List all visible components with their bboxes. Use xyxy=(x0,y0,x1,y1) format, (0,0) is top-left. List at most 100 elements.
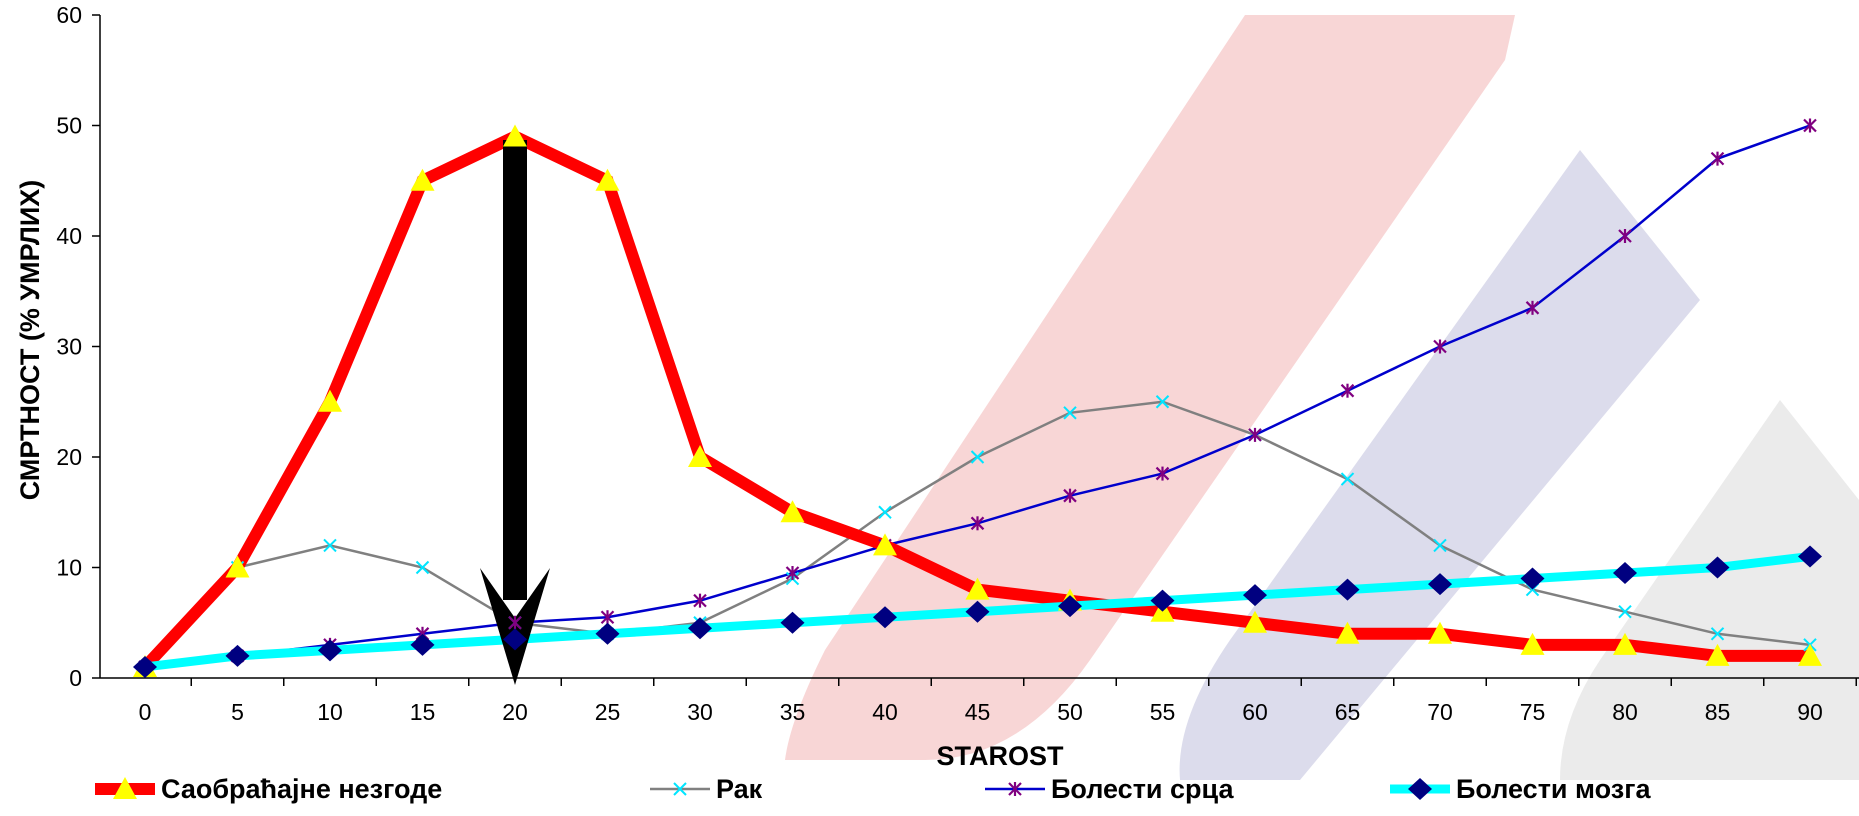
data-point-s4 xyxy=(1058,595,1082,618)
data-point-s1 xyxy=(595,168,620,191)
x-tick-label: 45 xyxy=(965,699,991,725)
data-point-s1 xyxy=(1705,643,1730,666)
data-point-s1 xyxy=(410,168,435,191)
data-point-s3 xyxy=(1618,229,1632,243)
data-point-s1 xyxy=(873,533,897,556)
legend-marker xyxy=(113,777,137,799)
legend-item-1: Саобраћајне незгоде xyxy=(95,774,442,804)
data-point-s1 xyxy=(1428,621,1452,644)
data-point-s4 xyxy=(410,633,435,656)
x-tick-label: 0 xyxy=(139,699,152,725)
axes: 0 10 20 30 40 50 60 0 5 10 15 20 25 30 35 40 45 50 55 60 65 7… xyxy=(56,2,1859,725)
data-point-s4 xyxy=(225,644,250,667)
data-point-s4 xyxy=(1243,584,1267,607)
data-point-s1 xyxy=(503,124,527,147)
data-point-s1 xyxy=(780,500,805,523)
data-point-s4 xyxy=(1798,545,1822,568)
data-point-s4 xyxy=(1428,573,1452,596)
data-point-s2 xyxy=(1433,538,1447,553)
background-decoration xyxy=(785,15,1859,780)
y-axis-title: СМРТНОСТ (% УМРЛИХ) xyxy=(15,180,45,501)
legend: Саобраћајне незгоде Рак Болести срца Болест… xyxy=(95,774,1651,804)
data-point-s3 xyxy=(1155,466,1170,481)
data-point-s4 xyxy=(965,600,990,623)
data-point-s1 xyxy=(225,555,250,578)
data-point-s1 xyxy=(1243,610,1267,633)
data-point-s1 xyxy=(1520,632,1545,655)
x-tick-label: 40 xyxy=(872,699,898,725)
data-point-s2 xyxy=(878,505,892,519)
x-tick-label: 65 xyxy=(1335,699,1361,725)
data-point-s4 xyxy=(1705,556,1730,579)
data-point-s3 xyxy=(600,610,615,625)
data-point-s3 xyxy=(1525,300,1540,315)
data-point-s3 xyxy=(1433,339,1447,354)
data-point-s3 xyxy=(1248,427,1262,442)
legend-item-4: Болести мозга xyxy=(1390,774,1651,804)
data-point-s4 xyxy=(1520,567,1545,590)
x-tick-label: 30 xyxy=(687,699,713,725)
x-tick-label: 75 xyxy=(1520,699,1546,725)
legend-item-2: Рак xyxy=(650,774,763,804)
x-tick-label: 15 xyxy=(410,699,436,725)
x-tick-label: 70 xyxy=(1427,699,1453,725)
data-point-s1 xyxy=(1335,621,1360,644)
data-point-s4 xyxy=(1335,578,1360,601)
x-tick-label: 55 xyxy=(1150,699,1176,725)
data-point-s1 xyxy=(318,389,342,412)
data-point-s4 xyxy=(1150,589,1175,612)
legend-label: Рак xyxy=(716,774,763,804)
legend-label: Болести срца xyxy=(1051,774,1234,804)
x-tick-label: 5 xyxy=(231,699,244,725)
data-point-s2 xyxy=(1710,627,1725,641)
x-axis-title: STAROST xyxy=(937,741,1065,771)
data-point-s2 xyxy=(1063,406,1077,420)
y-tick-label: 40 xyxy=(56,223,82,249)
data-point-s4 xyxy=(688,617,712,640)
data-point-s4 xyxy=(133,655,157,678)
x-tick-label: 90 xyxy=(1797,699,1823,725)
data-point-s4 xyxy=(318,639,342,662)
x-tick-label: 20 xyxy=(502,699,528,725)
x-tick-label: 85 xyxy=(1705,699,1731,725)
data-point-s4 xyxy=(1613,562,1637,585)
data-point-s4 xyxy=(503,628,527,651)
legend-marker xyxy=(673,782,687,796)
markers-layer xyxy=(133,118,1822,678)
y-tick-label: 50 xyxy=(56,113,82,139)
data-point-s2 xyxy=(1618,604,1632,619)
data-point-s1 xyxy=(965,577,990,600)
data-point-s1 xyxy=(688,445,712,467)
data-point-s3 xyxy=(693,593,707,608)
x-tick-label: 10 xyxy=(317,699,343,725)
x-tick-label: 60 xyxy=(1242,699,1268,725)
x-tick-label: 50 xyxy=(1057,699,1083,725)
legend-marker xyxy=(1008,782,1022,796)
legend-item-3: Болести срца xyxy=(985,774,1234,804)
data-point-s2 xyxy=(1340,472,1355,486)
y-tick-label: 0 xyxy=(69,665,82,691)
data-point-s3 xyxy=(1803,118,1817,133)
data-point-s3 xyxy=(1710,151,1725,166)
data-point-s1 xyxy=(1798,643,1822,666)
y-tick-label: 10 xyxy=(56,555,82,581)
data-point-s3 xyxy=(970,516,985,531)
y-tick-label: 30 xyxy=(56,334,82,360)
data-point-s1 xyxy=(1613,632,1637,655)
data-point-s2 xyxy=(415,560,430,575)
legend-label: Саобраћајне незгоде xyxy=(161,774,442,804)
legend-marker xyxy=(1408,778,1432,800)
data-point-s3 xyxy=(1063,488,1077,503)
data-point-s3 xyxy=(1340,383,1355,398)
data-point-s3 xyxy=(508,615,522,630)
legend-label: Болести мозга xyxy=(1456,774,1651,804)
data-point-s4 xyxy=(873,606,897,629)
y-tick-label: 20 xyxy=(56,444,82,470)
data-point-s2 xyxy=(1155,395,1170,409)
data-point-s4 xyxy=(780,611,805,634)
x-tick-label: 80 xyxy=(1612,699,1638,725)
data-point-s3 xyxy=(785,566,800,581)
x-tick-label: 25 xyxy=(595,699,621,725)
data-point-s2 xyxy=(323,538,337,553)
